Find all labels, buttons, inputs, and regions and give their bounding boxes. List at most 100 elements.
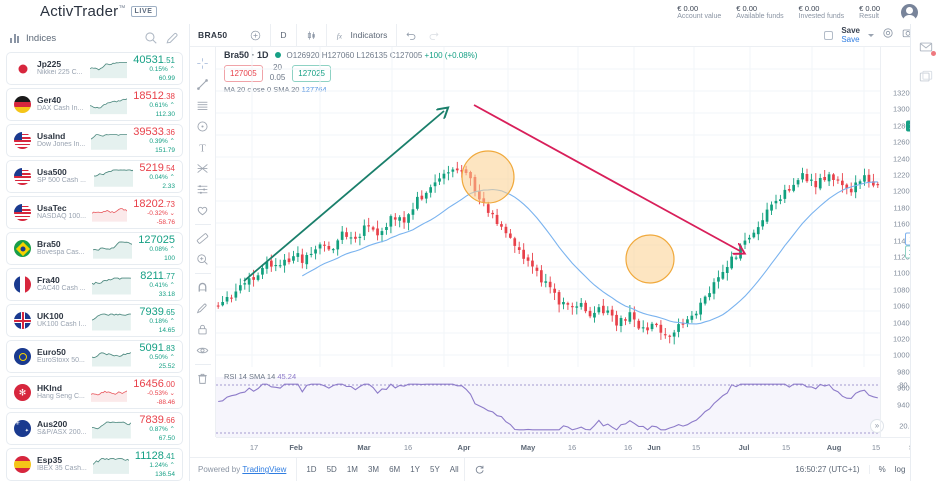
crosshair-icon[interactable] [192, 53, 214, 74]
downtrend-arrow [473, 104, 740, 251]
last-price: 11128.41 [135, 450, 175, 462]
redo-button[interactable] [426, 24, 448, 47]
watchlist-row-usa500[interactable]: Usa500 SP 500 Cash ... 5219.54 0.04% ⌃ 2.33 [6, 160, 183, 193]
favorites-heart-icon[interactable] [192, 200, 214, 221]
price-block: 18202.73 -0.32% ⌄ -58.76 [133, 198, 175, 227]
range-5d[interactable]: 5D [326, 465, 337, 474]
toolbar-checkbox[interactable] [824, 30, 834, 40]
chart-panel: BRA50 D fx Indicators Save [190, 23, 940, 481]
instrument-name: UsaTec NASDAQ 100... [37, 203, 86, 222]
ma-legend: MA 20 close 0 SMA 20 127764 [224, 85, 327, 94]
ask-price-button[interactable]: 127025 [292, 64, 331, 82]
chevron-down-icon[interactable] [868, 33, 874, 37]
log-scale-button[interactable]: log [894, 465, 906, 474]
invested-funds-label: Invested funds [798, 13, 845, 21]
price-int: 18512 [133, 90, 164, 103]
reversal-highlight-1 [461, 150, 515, 204]
percent-scale-button[interactable]: % [868, 465, 886, 474]
watchlist-row-bra50[interactable]: Bra50 Bovespa Cas... 127025 0.08% ⌃ 100 [6, 232, 183, 265]
instrument-desc: SP 500 Cash ... [37, 177, 86, 185]
watchlist-row-esp35[interactable]: Esp35 IBEX 35 Cash... 11128.41 1.24% ⌃ 136.… [6, 448, 183, 481]
flag-icon-ger40 [14, 96, 31, 113]
account-summary: € 0.00 Account value € 0.00 Available fu… [677, 4, 880, 22]
user-avatar-icon[interactable] [901, 4, 918, 22]
text-icon[interactable]: T [192, 137, 214, 158]
fib-icon[interactable] [192, 158, 214, 179]
watchlist-row-ger40[interactable]: Ger40 DAX Cash In... 18512.38 0.61% ⌃ 112.3… [6, 88, 183, 121]
price-change: 0.50% ⌃ 25.52 [149, 354, 175, 370]
gallery-icon[interactable] [911, 62, 940, 92]
instrument-desc: IBEX 35 Cash... [37, 465, 87, 473]
instrument-symbol: Bra50 [37, 239, 61, 250]
ohlc-change: +100 (+0.08%) [424, 50, 478, 60]
sparkline [93, 168, 134, 187]
ohlc-c-key: C [389, 50, 396, 60]
chart-canvas[interactable]: Bra50 · 1D O126920 H127060 L126135 C1270… [216, 47, 884, 437]
lock-icon[interactable] [192, 319, 214, 340]
app-logo[interactable]: ActivTrader™ LIVE [40, 3, 157, 20]
trash-icon[interactable] [192, 368, 214, 389]
range-1y[interactable]: 1Y [410, 465, 420, 474]
save-button[interactable]: Save Save [841, 26, 860, 44]
chart-bars-icon [10, 33, 19, 43]
range-1d[interactable]: 1D [296, 457, 321, 481]
eye-icon[interactable] [192, 340, 214, 361]
bid-price-button[interactable]: 127005 [224, 64, 263, 82]
instrument-symbol: UsaTec [37, 203, 67, 214]
measure-ruler-icon[interactable] [192, 228, 214, 249]
price-change: 0.39% ⌃ 151.79 [149, 138, 175, 154]
watchlist-row-hkind[interactable]: ✻ HKInd Hang Seng C... 16456.00 -0.53% ⌄ -88… [6, 376, 183, 409]
price-dec: .73 [163, 200, 175, 210]
price-block: 18512.38 0.61% ⌃ 112.30 [133, 90, 175, 119]
shapes-icon[interactable] [192, 116, 214, 137]
fx-icon: fx [336, 31, 342, 40]
horizontal-lines-icon[interactable] [192, 95, 214, 116]
indicators-button[interactable]: fx Indicators [325, 23, 397, 47]
watchlist-header: Indices [0, 24, 189, 52]
watchlist-row-uk100[interactable]: UK100 UK100 Cash I... 7939.65 0.18% ⌃ 14.65 [6, 304, 183, 337]
watchlist-row-usatec[interactable]: UsaTec NASDAQ 100... 18202.73 -0.32% ⌄ -58.… [6, 196, 183, 229]
trendline-icon[interactable] [192, 74, 214, 95]
price-int: 11128 [134, 450, 164, 463]
instrument-symbol: HKInd [37, 383, 63, 394]
gear-icon[interactable] [882, 26, 894, 44]
range-1m[interactable]: 1M [346, 465, 358, 474]
watchlist-row-euro50[interactable]: Euro50 EuroStoxx 50... 5091.83 0.50% ⌃ 25.5… [6, 340, 183, 373]
sparkline [91, 133, 128, 150]
ohlc-c: 127005 [395, 50, 423, 60]
price-int: 16456 [133, 378, 164, 391]
draw-mode-icon[interactable] [192, 298, 214, 319]
price-tick: 130000 [892, 104, 918, 114]
zoom-in-icon[interactable] [192, 249, 214, 270]
mail-icon[interactable] [911, 32, 940, 62]
add-symbol-button[interactable] [241, 24, 270, 47]
chart-type-button[interactable] [295, 23, 326, 47]
price-int: 7939 [139, 306, 164, 319]
range-5y[interactable]: 5Y [430, 465, 440, 474]
watchlist-row-aus200[interactable]: ✳ ✦ Aus200 S&P/ASX 200... 7839.66 0.87% ⌃ 67.… [6, 412, 183, 445]
time-tick: 15 [691, 443, 701, 452]
instrument-name: Fra40 CAC40 Cash ... [37, 275, 86, 294]
watchlist-row-fra40[interactable]: Fra40 CAC40 Cash ... 8211.77 0.41% ⌃ 33.18 [6, 268, 183, 301]
range-6m[interactable]: 6M [389, 465, 401, 474]
pencil-icon[interactable] [165, 31, 179, 45]
chart-symbol-button[interactable]: BRA50 [198, 30, 228, 40]
tradingview-link[interactable]: TradingView [242, 465, 287, 474]
watchlist-row-usaind[interactable]: UsaInd Dow Jones In... 39533.36 0.39% ⌃ 151… [6, 124, 183, 157]
undo-button[interactable] [396, 23, 426, 47]
interval-button[interactable]: D [270, 23, 295, 47]
instrument-symbol: Euro50 [37, 347, 66, 358]
search-icon[interactable] [144, 31, 158, 45]
available-funds-value: € 0.00 [736, 4, 758, 13]
account-value-label: Account value [677, 13, 722, 21]
reset-chart-icon[interactable] [463, 457, 490, 481]
time-axis[interactable]: 17FebMar16AprMay1616Jun15Jul15Aug15Sep [216, 437, 940, 457]
patterns-icon[interactable] [192, 179, 214, 200]
magnet-icon[interactable] [192, 277, 214, 298]
range-all[interactable]: All [449, 465, 459, 474]
range-3m[interactable]: 3M [367, 465, 380, 474]
price-tick: 96000 [897, 383, 918, 393]
instrument-symbol: Aus200 [37, 419, 68, 430]
watchlist-row-jp225[interactable]: Jp225 Nikkei 225 C... 40531.51 0.15% ⌃ 60.9… [6, 52, 183, 85]
indicators-label: Indicators [350, 30, 388, 40]
